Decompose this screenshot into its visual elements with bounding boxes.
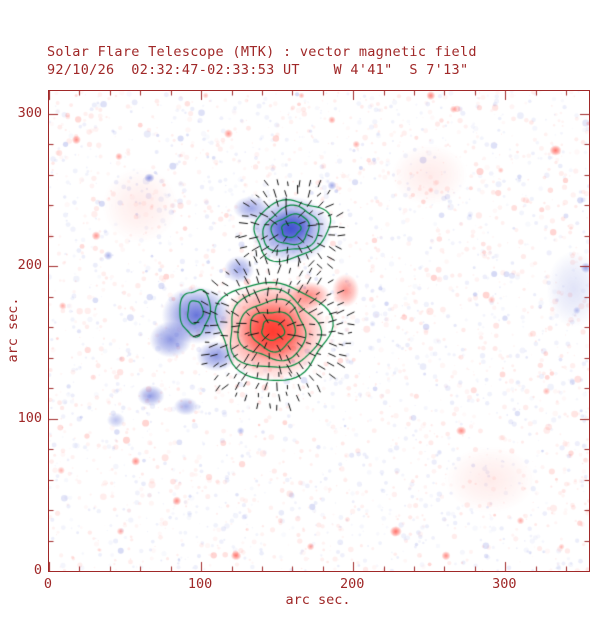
y-tick-label: 100: [17, 409, 42, 426]
plot-title: Solar Flare Telescope (MTK) : vector mag…: [47, 44, 477, 60]
x-tick-label: 300: [492, 576, 517, 592]
y-tick-label: 300: [17, 104, 42, 121]
x-tick-label: 200: [340, 576, 365, 592]
y-tick-label: 0: [33, 562, 42, 578]
y-tick-label: 200: [17, 257, 42, 274]
x-tick-label: 100: [187, 576, 213, 592]
x-tick-label: 0: [43, 576, 53, 592]
magnetogram-canvas: [49, 91, 589, 571]
x-axis-title: arc sec.: [285, 592, 351, 608]
plot-frame: [48, 90, 590, 572]
y-axis-title: arc sec.: [5, 297, 21, 363]
plot-subtitle: 92/10/26 02:32:47-02:33:53 UT W 4'41" S …: [47, 62, 469, 78]
